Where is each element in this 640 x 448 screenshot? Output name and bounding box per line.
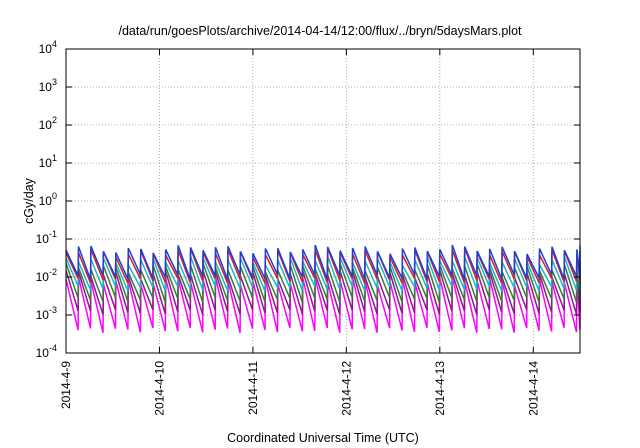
x-tick-label: 2014-4-12	[339, 361, 353, 416]
series-line	[65, 244, 581, 280]
series-line	[65, 263, 581, 303]
y-tick-label: 100	[39, 191, 57, 208]
y-tick-label: 103	[39, 77, 57, 94]
x-tick-label: 2014-4-14	[526, 361, 540, 416]
chart-title: /data/run/goesPlots/archive/2014-04-14/1…	[118, 24, 522, 38]
series-group	[65, 244, 581, 333]
x-tick-label: 2014-4-11	[246, 361, 260, 415]
x-tick-label: 2014-4-13	[433, 361, 447, 416]
y-tick-label: 10-4	[36, 343, 57, 360]
y-tick-label: 10-1	[36, 229, 57, 246]
x-axis-label: Coordinated Universal Time (UTC)	[227, 431, 419, 445]
series-line	[65, 270, 581, 315]
x-tick-label: 2014-4-10	[152, 361, 166, 416]
series-line	[65, 276, 581, 333]
series-line	[65, 255, 581, 292]
y-tick-label: 10-3	[36, 305, 57, 322]
x-tick-label: 2014-4-9	[59, 361, 73, 409]
y-tick-label: 10-2	[36, 267, 57, 284]
y-tick-label: 102	[39, 115, 57, 132]
ticks: 10-4 10-3 10-2 10-1 100 101 102 103 104 2014-4-9 2…	[36, 39, 580, 416]
y-axis-label: cGy/day	[22, 177, 36, 224]
y-tick-label: 101	[39, 153, 57, 170]
y-tick-label: 104	[39, 39, 57, 56]
